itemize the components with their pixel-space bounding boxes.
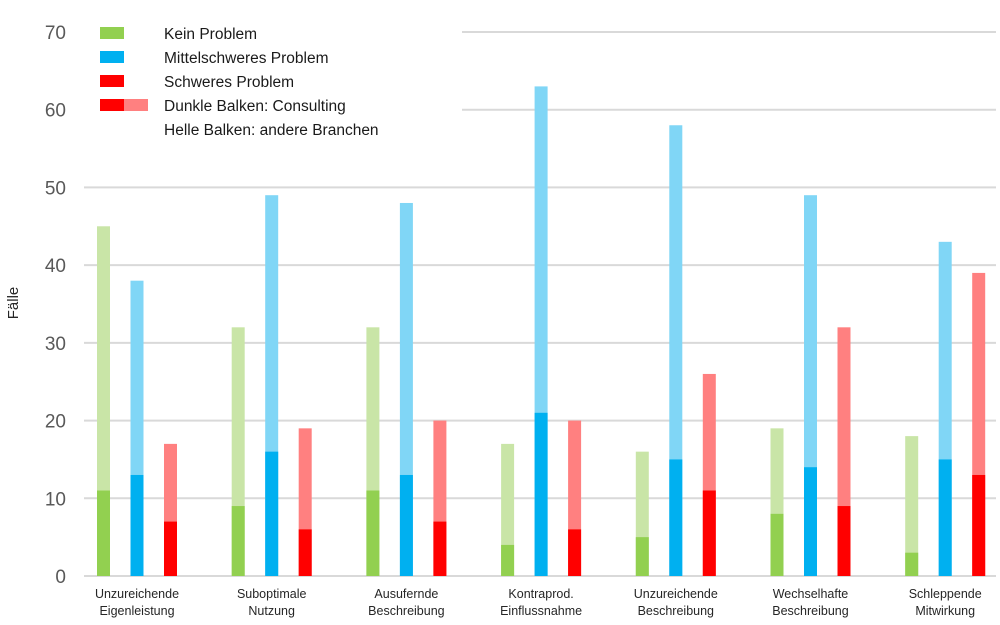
bar-consulting	[501, 544, 515, 576]
legend-swatch	[124, 99, 148, 111]
legend-label: Helle Balken: andere Branchen	[164, 122, 379, 139]
y-tick-label: 0	[55, 567, 66, 588]
legend-label: Dunkle Balken: Consulting	[164, 98, 346, 115]
legend-swatch	[100, 51, 124, 63]
bar-group	[770, 195, 851, 576]
bar-consulting	[298, 529, 312, 576]
bar-andere-branchen	[97, 226, 110, 577]
legend-swatch	[100, 99, 124, 111]
x-tick-label: Ausufernde Beschreibung	[368, 587, 444, 618]
bar-consulting	[669, 459, 683, 576]
y-tick-label: 40	[45, 256, 66, 277]
legend-item: Kein Problem	[100, 26, 257, 43]
legend-label: Kein Problem	[164, 26, 257, 43]
y-tick-label: 10	[45, 489, 66, 510]
y-tick-label: 20	[45, 412, 66, 433]
x-tick-label: Schleppende Mitwirkung	[909, 587, 982, 618]
bar-consulting	[534, 412, 548, 576]
y-tick-label: 30	[45, 334, 66, 355]
legend-item: Mittelschweres Problem	[100, 50, 329, 67]
bar-consulting	[164, 521, 177, 576]
bar-consulting	[231, 506, 245, 576]
x-tick-label: Unzureichende Beschreibung	[634, 587, 718, 618]
y-tick-label: 50	[45, 178, 66, 199]
bar-consulting	[568, 529, 582, 576]
bar-consulting	[702, 490, 716, 576]
legend-item: Dunkle Balken: Consulting	[100, 98, 346, 115]
bar-consulting	[265, 451, 279, 576]
bar-consulting	[366, 490, 380, 576]
legend: Kein Problem Mittelschweres Problem Schwer…	[100, 26, 379, 139]
bar-consulting	[770, 513, 784, 576]
bar-andere-branchen	[501, 443, 515, 576]
bar-group	[635, 125, 716, 576]
bar-consulting	[399, 474, 413, 576]
y-tick-label: 70	[45, 23, 66, 44]
bar-group	[231, 195, 312, 576]
y-axis-ticks: 0 10 20 30 40 50 60 70	[45, 23, 66, 588]
bar-consulting	[804, 467, 817, 576]
bar-consulting	[130, 474, 144, 576]
bar-group	[501, 86, 582, 577]
bar-group	[97, 226, 177, 577]
bar-consulting	[938, 459, 952, 576]
legend-swatch	[100, 27, 124, 39]
x-tick-label: Wechselhafte Beschreibung	[772, 587, 848, 618]
bar-consulting	[905, 552, 919, 576]
bar-consulting	[837, 506, 851, 576]
bars	[97, 86, 986, 577]
legend-swatch	[100, 75, 124, 87]
legend-label: Schweres Problem	[164, 74, 294, 91]
bar-consulting	[635, 537, 649, 576]
x-tick-label: Unzureichende Eigenleistung	[95, 587, 179, 618]
y-axis-title: Fälle	[5, 287, 22, 320]
x-tick-label: Suboptimale Nutzung	[237, 587, 307, 618]
bar-consulting	[433, 521, 447, 576]
y-tick-label: 60	[45, 101, 66, 122]
bar-group	[366, 202, 447, 576]
bar-group	[905, 241, 986, 577]
legend-label: Mittelschweres Problem	[164, 50, 329, 67]
x-axis-labels: Unzureichende Eigenleistung Suboptimale Nut…	[95, 587, 982, 618]
legend-item: Schweres Problem	[100, 74, 294, 91]
x-tick-label: Kontraprod. Einflussnahme	[500, 587, 582, 618]
legend-item: Helle Balken: andere Branchen	[164, 122, 379, 139]
bar-consulting	[972, 474, 986, 576]
bar-andere-branchen	[905, 436, 919, 576]
bar-consulting	[97, 490, 110, 576]
